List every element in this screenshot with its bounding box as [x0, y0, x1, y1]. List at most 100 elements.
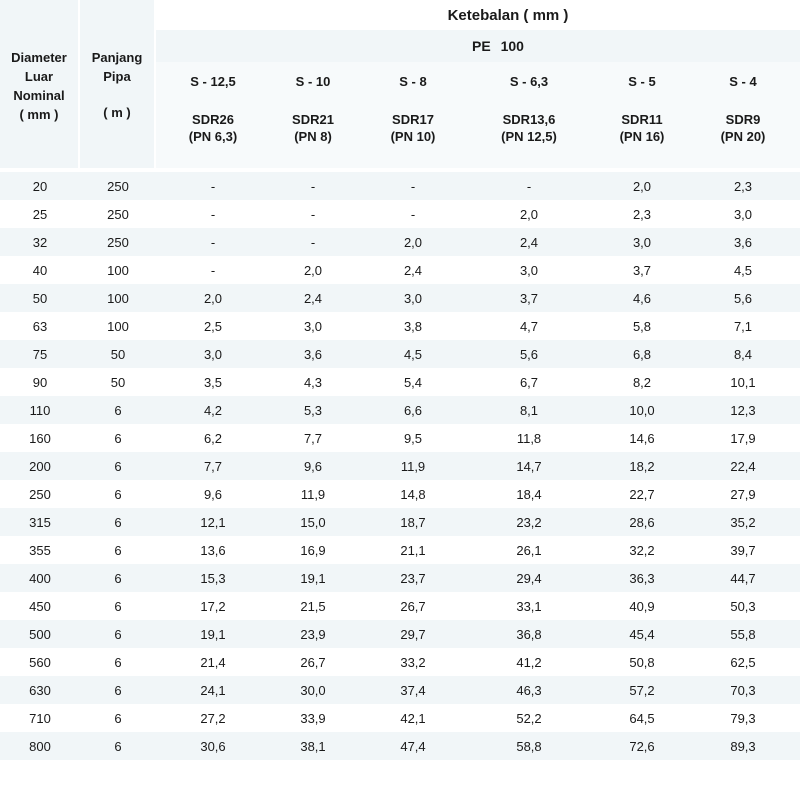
- thickness-cell: 50,3: [730, 599, 756, 614]
- table-row: 710 6 27,2 33,9 42,1 52,2 64,5 79,3: [0, 704, 800, 732]
- thickness-cell: 3,7: [519, 291, 539, 306]
- table-row: 315 6 12,1 15,0 18,7 23,2 28,6 35,2: [0, 508, 800, 536]
- thickness-cell: 14,8: [400, 487, 426, 502]
- length-cell: 100: [107, 291, 129, 306]
- ketebalan-header: Ketebalan ( mm ): [447, 6, 569, 24]
- thickness-cell: 57,2: [629, 683, 655, 698]
- thickness-cell: 6,8: [632, 347, 652, 362]
- table-row: 450 6 17,2 21,5 26,7 33,1 40,9 50,3: [0, 592, 800, 620]
- pn-label: (PN 12,5): [501, 129, 557, 144]
- thickness-cell: 24,1: [200, 683, 226, 698]
- column-header: S - 10 SDR21 (PN 8): [263, 62, 363, 145]
- thickness-cell: 18,2: [629, 459, 655, 474]
- length-cell: 6: [114, 403, 122, 418]
- thickness-cell: -: [526, 179, 532, 194]
- thickness-cell: -: [310, 207, 316, 222]
- thickness-cell: 30,0: [300, 683, 326, 698]
- thickness-cell: 23,2: [516, 515, 542, 530]
- series-label: S - 4: [729, 74, 757, 89]
- thickness-cell: 3,0: [203, 347, 223, 362]
- series-label: S - 5: [628, 74, 656, 89]
- series-label: S - 6,3: [509, 74, 549, 89]
- thickness-cell: 29,7: [400, 627, 426, 642]
- thickness-cell: 6,6: [403, 403, 423, 418]
- diameter-cell: 20: [32, 179, 48, 194]
- table-row: 200 6 7,7 9,6 11,9 14,7 18,2 22,4: [0, 452, 800, 480]
- diameter-header-line: Nominal: [13, 88, 65, 103]
- thickness-cell: 2,0: [519, 207, 539, 222]
- thickness-cell: 3,0: [303, 319, 323, 334]
- thickness-cell: 89,3: [730, 739, 756, 754]
- diameter-cell: 40: [32, 263, 48, 278]
- length-cell: 50: [110, 347, 126, 362]
- panjang-header-line: ( m ): [103, 105, 131, 120]
- length-cell: 6: [114, 431, 122, 446]
- thickness-cell: 21,4: [200, 655, 226, 670]
- thickness-cell: -: [210, 235, 216, 250]
- table-row: 50 100 2,0 2,4 3,0 3,7 4,6 5,6: [0, 284, 800, 312]
- table-row: 800 6 30,6 38,1 47,4 58,8 72,6 89,3: [0, 732, 800, 760]
- thickness-cell: 10,0: [629, 403, 655, 418]
- table-row: 400 6 15,3 19,1 23,7 29,4 36,3 44,7: [0, 564, 800, 592]
- diameter-cell: 160: [29, 431, 51, 446]
- table-row: 630 6 24,1 30,0 37,4 46,3 57,2 70,3: [0, 676, 800, 704]
- thickness-cell: 29,4: [516, 571, 542, 586]
- thickness-cell: 11,8: [516, 431, 542, 446]
- thickness-cell: 8,1: [519, 403, 539, 418]
- thickness-cell: 64,5: [629, 711, 655, 726]
- thickness-cell: 40,9: [629, 599, 655, 614]
- thickness-cell: 55,8: [730, 627, 756, 642]
- table-row: 500 6 19,1 23,9 29,7 36,8 45,4 55,8: [0, 620, 800, 648]
- thickness-cell: 22,4: [730, 459, 756, 474]
- length-cell: 6: [114, 627, 122, 642]
- length-cell: 6: [114, 711, 122, 726]
- thickness-cell: 37,4: [400, 683, 426, 698]
- thickness-cell: 14,6: [629, 431, 655, 446]
- thickness-cell: 4,7: [519, 319, 539, 334]
- thickness-cell: 4,5: [403, 347, 423, 362]
- thickness-cell: 5,8: [632, 319, 652, 334]
- series-label: S - 12,5: [190, 74, 236, 89]
- thickness-cell: 17,9: [730, 431, 756, 446]
- thickness-cell: 3,7: [632, 263, 652, 278]
- diameter-cell: 355: [29, 543, 51, 558]
- thickness-cell: -: [210, 207, 216, 222]
- material-header: PE 100: [156, 30, 800, 62]
- diameter-cell: 200: [29, 459, 51, 474]
- diameter-cell: 500: [29, 627, 51, 642]
- length-cell: 250: [107, 207, 129, 222]
- diameter-header-line: Luar: [24, 69, 54, 84]
- thickness-cell: 3,0: [632, 235, 652, 250]
- thickness-cell: 2,0: [203, 291, 223, 306]
- thickness-cell: 44,7: [730, 571, 756, 586]
- thickness-cell: 7,1: [733, 319, 753, 334]
- thickness-cell: 26,1: [516, 543, 542, 558]
- thickness-cell: 16,9: [300, 543, 326, 558]
- length-cell: 100: [107, 263, 129, 278]
- thickness-table-body: 20 250- - - -2,0 2,3 25 250- - -2,0 2,3 3,0 32 250- -2…: [0, 172, 800, 760]
- thickness-cell: 8,2: [632, 375, 652, 390]
- length-cell: 6: [114, 599, 122, 614]
- thickness-cell: 35,2: [730, 515, 756, 530]
- thickness-cell: 46,3: [516, 683, 542, 698]
- diameter-cell: 110: [29, 403, 51, 418]
- table-row: 160 6 6,2 7,7 9,5 11,8 14,6 17,9: [0, 424, 800, 452]
- thickness-cell: 47,4: [400, 739, 426, 754]
- thickness-cell: 12,3: [730, 403, 756, 418]
- diameter-header-line: ( mm ): [19, 107, 59, 122]
- thickness-cell: 21,5: [300, 599, 326, 614]
- diameter-cell: 400: [29, 571, 51, 586]
- thickness-cell: 8,4: [733, 347, 753, 362]
- thickness-cell: -: [410, 207, 416, 222]
- thickness-cell: 27,9: [730, 487, 756, 502]
- pn-label: (PN 20): [720, 129, 766, 144]
- length-cell: 100: [107, 319, 129, 334]
- thickness-cell: 7,7: [303, 431, 323, 446]
- thickness-cell: 2,4: [519, 235, 539, 250]
- length-cell: 6: [114, 571, 122, 586]
- diameter-cell: 710: [29, 711, 51, 726]
- panjang-header-line: Pipa: [103, 69, 131, 84]
- thickness-cell: 26,7: [300, 655, 326, 670]
- table-row: 25 250 - - - 2,0 2,3 3,0: [0, 200, 800, 228]
- thickness-cell: -: [310, 179, 316, 194]
